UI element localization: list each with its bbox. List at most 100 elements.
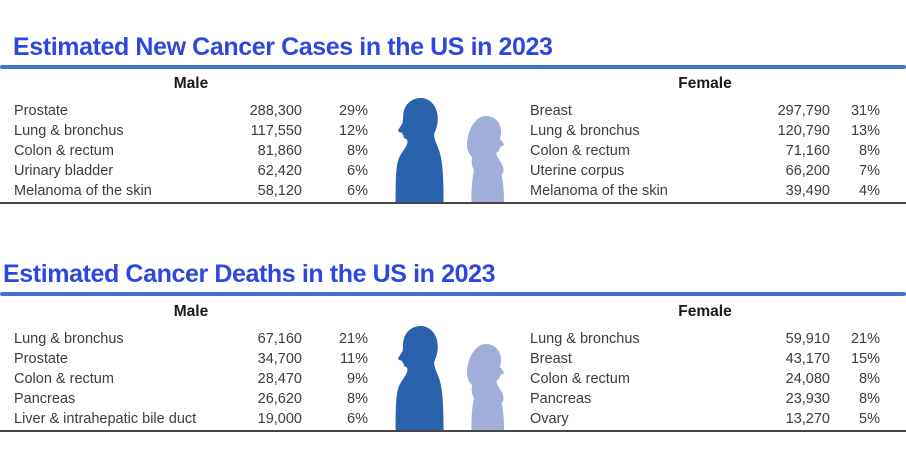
case-percent: 12% <box>338 123 368 139</box>
death-count: 13,270 <box>785 411 830 427</box>
cancer-type-label: Colon & rectum <box>14 143 114 159</box>
deaths-title: Estimated Cancer Deaths in the US in 202… <box>3 260 496 288</box>
gender-silhouettes <box>393 326 512 430</box>
table-row: Liver & intrahepatic bile duct 19,000 6% <box>14 409 368 429</box>
table-row: Lung & bronchus 117,550 12% <box>14 121 368 141</box>
case-percent: 8% <box>347 143 368 159</box>
case-percent: 7% <box>859 163 880 179</box>
male-column-header: Male <box>173 303 209 320</box>
case-percent: 31% <box>850 103 880 119</box>
table-row: Pancreas 23,930 8% <box>530 389 880 409</box>
table-row: Uterine corpus 66,200 7% <box>530 161 880 181</box>
title-underline-rule <box>0 292 906 296</box>
gender-silhouettes <box>393 98 512 202</box>
table-row: Colon & rectum 24,080 8% <box>530 369 880 389</box>
cancer-type-label: Ovary <box>530 411 569 427</box>
deaths-male-column: Male Lung & bronchus 67,160 21% Prostate… <box>14 296 368 429</box>
new-cases-female-column: Female Breast 297,790 31% Lung & bronchu… <box>530 68 880 201</box>
new-cases-title: Estimated New Cancer Cases in the US in … <box>13 33 553 61</box>
death-count: 23,930 <box>785 391 830 407</box>
table-row: Breast 297,790 31% <box>530 101 880 121</box>
male-silhouette-icon <box>395 326 444 430</box>
table-row: Urinary bladder 62,420 6% <box>14 161 368 181</box>
cancer-type-label: Urinary bladder <box>14 163 114 179</box>
new-cases-male-column: Male Prostate 288,300 29% Lung & bronchu… <box>14 68 368 201</box>
male-rows: Prostate 288,300 29% Lung & bronchus 117… <box>14 101 368 201</box>
death-count: 59,910 <box>785 331 830 347</box>
cancer-type-label: Lung & bronchus <box>14 123 124 139</box>
cancer-type-label: Melanoma of the skin <box>530 183 668 199</box>
table-row: Melanoma of the skin 58,120 6% <box>14 181 368 201</box>
death-percent: 6% <box>347 411 368 427</box>
cancer-type-label: Melanoma of the skin <box>14 183 152 199</box>
case-count: 58,120 <box>257 183 302 199</box>
female-rows: Lung & bronchus 59,910 21% Breast 43,170… <box>530 329 880 429</box>
death-percent: 5% <box>859 411 880 427</box>
female-silhouette-icon <box>466 344 504 430</box>
case-count: 62,420 <box>257 163 302 179</box>
table-row: Colon & rectum 81,860 8% <box>14 141 368 161</box>
cancer-type-label: Breast <box>530 103 572 119</box>
death-percent: 9% <box>347 371 368 387</box>
table-row: Melanoma of the skin 39,490 4% <box>530 181 880 201</box>
table-row: Breast 43,170 15% <box>530 349 880 369</box>
cancer-type-label: Lung & bronchus <box>530 123 640 139</box>
female-silhouette-icon <box>466 116 504 202</box>
cancer-type-label: Pancreas <box>530 391 592 407</box>
case-percent: 4% <box>859 183 880 199</box>
table-row: Ovary 13,270 5% <box>530 409 880 429</box>
case-count: 39,490 <box>785 183 830 199</box>
title-underline-rule <box>0 65 906 69</box>
case-percent: 13% <box>850 123 880 139</box>
cancer-type-label: Pancreas <box>14 391 76 407</box>
new-cases-table: Male Prostate 288,300 29% Lung & bronchu… <box>0 68 906 204</box>
table-row: Colon & rectum 28,470 9% <box>14 369 368 389</box>
cancer-type-label: Colon & rectum <box>530 371 630 387</box>
death-percent: 8% <box>859 391 880 407</box>
case-count: 120,790 <box>777 123 830 139</box>
death-count: 24,080 <box>785 371 830 387</box>
case-percent: 6% <box>347 183 368 199</box>
table-row: Prostate 34,700 11% <box>14 349 368 369</box>
male-column-header: Male <box>173 75 209 92</box>
male-silhouette-icon <box>395 98 444 202</box>
death-percent: 8% <box>859 371 880 387</box>
case-count: 117,550 <box>250 123 302 139</box>
death-percent: 8% <box>347 391 368 407</box>
cancer-type-label: Prostate <box>14 103 68 119</box>
table-row: Prostate 288,300 29% <box>14 101 368 121</box>
cancer-type-label: Colon & rectum <box>14 371 114 387</box>
case-count: 81,860 <box>257 143 302 159</box>
table-row: Colon & rectum 71,160 8% <box>530 141 880 161</box>
cancer-type-label: Prostate <box>14 351 68 367</box>
case-percent: 29% <box>338 103 368 119</box>
cancer-type-label: Uterine corpus <box>530 163 625 179</box>
case-count: 66,200 <box>785 163 830 179</box>
death-count: 43,170 <box>785 351 830 367</box>
cancer-type-label: Colon & rectum <box>530 143 630 159</box>
female-column-header: Female <box>678 75 732 92</box>
deaths-female-column: Female Lung & bronchus 59,910 21% Breast… <box>530 296 880 429</box>
table-row: Lung & bronchus 67,160 21% <box>14 329 368 349</box>
cancer-type-label: Liver & intrahepatic bile duct <box>14 411 197 427</box>
death-count: 67,160 <box>257 331 302 347</box>
case-count: 288,300 <box>249 103 302 119</box>
male-rows: Lung & bronchus 67,160 21% Prostate 34,7… <box>14 329 368 429</box>
case-percent: 8% <box>859 143 880 159</box>
case-count: 71,160 <box>785 143 830 159</box>
death-count: 19,000 <box>257 411 302 427</box>
female-column-header: Female <box>678 303 732 320</box>
cancer-type-label: Lung & bronchus <box>14 331 124 347</box>
death-percent: 11% <box>340 351 368 367</box>
death-percent: 21% <box>850 331 880 347</box>
death-count: 34,700 <box>257 351 302 367</box>
table-row: Pancreas 26,620 8% <box>14 389 368 409</box>
table-row: Lung & bronchus 120,790 13% <box>530 121 880 141</box>
death-count: 26,620 <box>257 391 302 407</box>
cancer-type-label: Breast <box>530 351 572 367</box>
table-row: Lung & bronchus 59,910 21% <box>530 329 880 349</box>
death-percent: 15% <box>850 351 880 367</box>
death-count: 28,470 <box>257 371 302 387</box>
cancer-type-label: Lung & bronchus <box>530 331 640 347</box>
